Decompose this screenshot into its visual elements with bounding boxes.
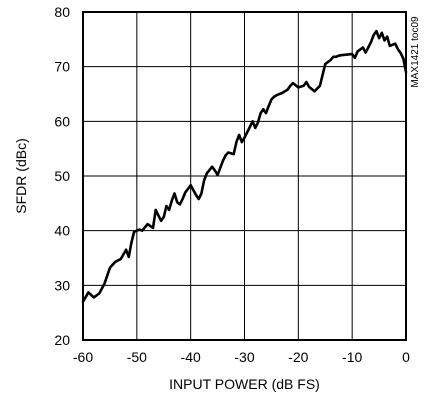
sfdr-series-line: [81, 29, 408, 303]
y-tick-label: 40: [54, 223, 70, 239]
y-tick-labels: 20 30 40 50 60 70 80: [54, 4, 70, 348]
x-tick-label: -20: [288, 349, 308, 365]
x-tick-labels: -60 -50 -40 -30 -20 -10 0: [73, 349, 410, 365]
x-tick-label: 0: [402, 349, 410, 365]
y-tick-label: 80: [54, 4, 70, 20]
x-tick-label: -50: [127, 349, 147, 365]
y-tick-label: 30: [54, 277, 70, 293]
y-tick-label: 60: [54, 113, 70, 129]
x-axis-label: INPUT POWER (dB FS): [169, 376, 320, 392]
y-tick-label: 70: [54, 59, 70, 75]
figure-code-note: MAX1421 toc09: [410, 16, 421, 88]
y-tick-label: 50: [54, 168, 70, 184]
y-axis-label: SFDR (dBc): [13, 138, 29, 213]
x-tick-label: -40: [181, 349, 201, 365]
plot-frame: [82, 11, 407, 341]
x-tick-label: -60: [73, 349, 93, 365]
y-tick-label: 20: [54, 332, 70, 348]
x-tick-label: -10: [342, 349, 362, 365]
x-tick-label: -30: [234, 349, 254, 365]
grid: [83, 12, 406, 340]
